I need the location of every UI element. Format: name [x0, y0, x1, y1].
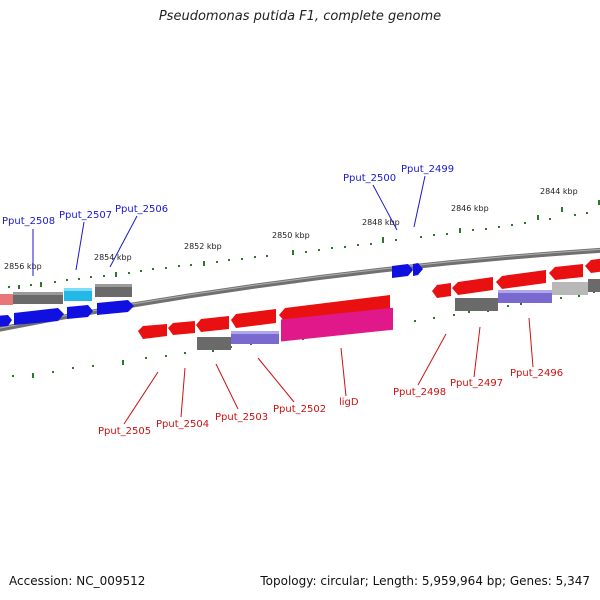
gene-pput-2504-arrow[interactable]: [168, 321, 195, 335]
ruler-label: 2848 kbp: [362, 218, 400, 227]
gene-pput-2506-arrow[interactable]: [97, 300, 134, 315]
leader-lines-reverse: [123, 317, 534, 425]
ruler-labels: 2856 kbp 2854 kbp 2852 kbp 2850 kbp 2848…: [4, 187, 578, 271]
gene-pput-2496-arrow[interactable]: [549, 264, 583, 280]
gene-pput-2503-arrow[interactable]: [196, 316, 229, 332]
ruler-label: 2846 kbp: [451, 204, 489, 213]
gene-pput-2497-arrow[interactable]: [496, 270, 546, 289]
ruler-label: 2856 kbp: [4, 262, 42, 271]
upper-left-annotation-band: [0, 284, 132, 305]
gene-pput-2507b-arrow[interactable]: [67, 305, 93, 319]
gene-label-pput-2503[interactable]: Pput_2503: [215, 412, 268, 423]
genome-stats-label: Topology: circular; Length: 5,959,964 bp…: [260, 574, 590, 588]
gene-pput-2495-arrow[interactable]: [585, 258, 600, 273]
gene-label-pput-2496[interactable]: Pput_2496: [510, 368, 563, 379]
reverse-gene-labels: Pput_2505 Pput_2504 Pput_2503 Pput_2502 …: [98, 368, 563, 437]
reverse-genes: [138, 258, 600, 339]
gene-pput-2499-arrow[interactable]: [413, 263, 423, 276]
gene-pput-2498-arrow[interactable]: [432, 283, 451, 298]
gene-label-pput-2508[interactable]: Pput_2508: [2, 216, 55, 227]
gene-label-pput-2502[interactable]: Pput_2502: [273, 404, 326, 415]
gene-label-pput-2500[interactable]: Pput_2500: [343, 173, 396, 184]
gene-label-pput-2498[interactable]: Pput_2498: [393, 387, 446, 398]
upper-ruler: [8, 200, 600, 289]
lower-annotation-band: [197, 279, 600, 350]
gene-pput-2500-arrow[interactable]: [392, 264, 413, 278]
ruler-label: 2844 kbp: [540, 187, 578, 196]
accession-label: Accession: NC_009512: [9, 574, 146, 588]
gene-label-pput-2499[interactable]: Pput_2499: [401, 164, 454, 175]
ruler-label: 2852 kbp: [184, 242, 222, 251]
ruler-label: 2854 kbp: [94, 253, 132, 262]
gene-pput-2505-arrow[interactable]: [138, 324, 167, 339]
gene-pput-2498b-arrow[interactable]: [452, 277, 493, 295]
gene-label-pput-2497[interactable]: Pput_2497: [450, 378, 503, 389]
gene-pput-2502-arrow[interactable]: [231, 309, 276, 328]
forward-gene-labels: Pput_2508 Pput_2507 Pput_2506 Pput_2500 …: [2, 164, 454, 227]
gene-pput-2507-arrow[interactable]: [14, 308, 64, 325]
forward-genes: [0, 263, 423, 327]
gene-label-pput-2507[interactable]: Pput_2507: [59, 210, 112, 221]
ruler-label: 2850 kbp: [272, 231, 310, 240]
gene-label-pput-2504[interactable]: Pput_2504: [156, 419, 209, 430]
gene-pput-2508-arrow[interactable]: [0, 315, 12, 327]
gene-label-ligd[interactable]: ligD: [339, 397, 359, 408]
gene-ligd-arrow[interactable]: [279, 295, 390, 322]
leader-lines-forward: [32, 175, 426, 276]
gene-label-pput-2506[interactable]: Pput_2506: [115, 204, 168, 215]
map-title: Pseudomonas putida F1, complete genome: [158, 9, 442, 24]
gene-label-pput-2505[interactable]: Pput_2505: [98, 426, 151, 437]
